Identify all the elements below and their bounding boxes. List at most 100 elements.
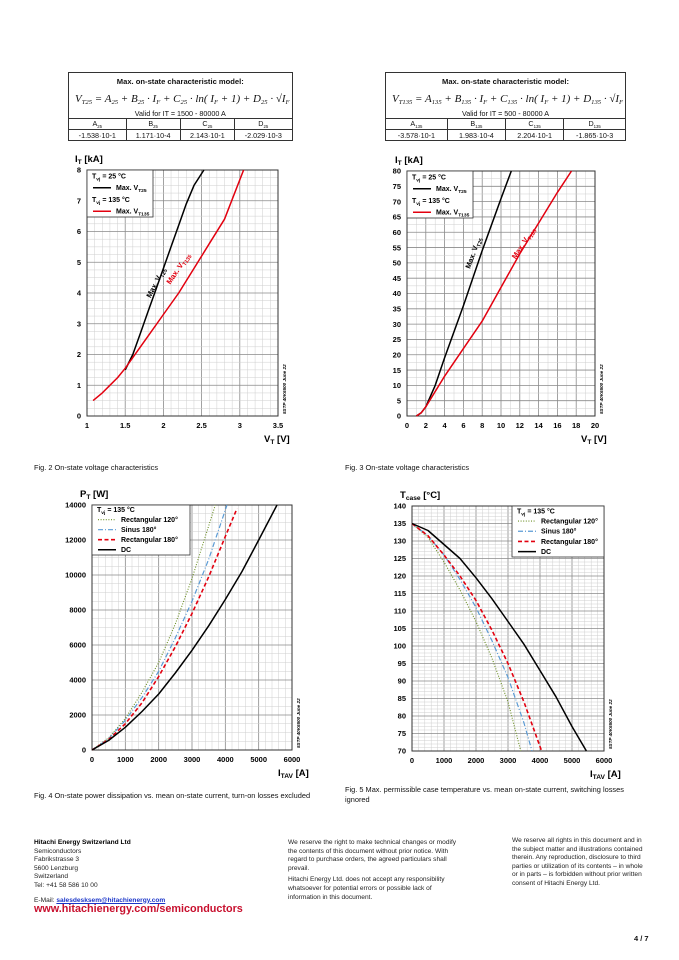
legend-label: Rectangular 180° bbox=[541, 538, 598, 546]
y-tick-label: 0 bbox=[77, 412, 81, 421]
table-header-row: A25 B25 C25 D25 bbox=[68, 118, 293, 130]
x-tick-label: 0 bbox=[90, 755, 94, 764]
y-tick-label: 2000 bbox=[69, 711, 86, 720]
x-tick-label: 2000 bbox=[468, 756, 485, 765]
y-tick-label: 6 bbox=[77, 227, 81, 236]
y-tick-label: 35 bbox=[393, 305, 401, 314]
caption-fig5: Fig. 5 Max. permissible case temperature… bbox=[345, 785, 624, 804]
y-tick-label: 140 bbox=[393, 502, 406, 511]
legend-label: Max. VT25 bbox=[116, 185, 147, 194]
y-tick-label: 1 bbox=[77, 381, 81, 390]
y-tick-label: 135 bbox=[393, 519, 406, 528]
y-tick-label: 5 bbox=[77, 258, 81, 267]
x-tick-label: 12 bbox=[516, 421, 524, 430]
y-tick-label: 6000 bbox=[69, 641, 86, 650]
plot-frame bbox=[86, 169, 279, 417]
legend-label: Max. VT135 bbox=[116, 209, 150, 218]
phone: Tel: +41 58 586 10 00 bbox=[34, 881, 98, 889]
legend-label: Rectangular 180° bbox=[121, 536, 178, 544]
y-tick-label: 50 bbox=[393, 259, 401, 268]
x-tick-label: 0 bbox=[405, 421, 409, 430]
table-row: -3.578·10-1 1.983·10-4 2.204·10-1 -1.865·10… bbox=[385, 129, 627, 141]
on-state-model-table-25: Max. on-state characteristic model: VT25… bbox=[68, 72, 293, 141]
legend-label: Sinus 180° bbox=[541, 528, 577, 536]
y-tick-label: 95 bbox=[398, 659, 406, 668]
y-tick-label: 8000 bbox=[69, 606, 86, 615]
x-tick-label: 8 bbox=[480, 421, 484, 430]
x-tick-label: 2 bbox=[424, 421, 428, 430]
y-axis-label: PT [W] bbox=[80, 489, 108, 501]
series-line-2 bbox=[91, 504, 228, 751]
x-tick-label: 18 bbox=[572, 421, 580, 430]
legend-heading: Tvj = 135 °C bbox=[412, 197, 450, 207]
y-tick-label: 7 bbox=[77, 196, 81, 205]
y-tick-label: 4000 bbox=[69, 676, 86, 685]
y-tick-label: 80 bbox=[393, 167, 401, 176]
x-tick-label: 3000 bbox=[500, 756, 517, 765]
curve-annotation: Max. VT135 bbox=[510, 226, 539, 262]
caption-fig3: Fig. 3 On-state voltage characteristics bbox=[345, 463, 470, 472]
table-title: Max. on-state characteristic model: bbox=[68, 72, 293, 89]
series-line-4 bbox=[411, 522, 588, 752]
y-tick-label: 45 bbox=[393, 274, 401, 283]
x-tick-label: 16 bbox=[553, 421, 561, 430]
x-tick-label: 1000 bbox=[117, 755, 134, 764]
y-tick-label: 65 bbox=[393, 213, 401, 222]
grid bbox=[411, 505, 605, 752]
y-tick-label: 75 bbox=[393, 182, 401, 191]
website-link[interactable]: www.hitachienergy.com/semiconductors bbox=[34, 903, 243, 916]
legend-label: Rectangular 120° bbox=[121, 516, 178, 524]
series-line-2 bbox=[411, 523, 533, 752]
y-tick-label: 20 bbox=[393, 350, 401, 359]
table-title: Max. on-state characteristic model: bbox=[384, 72, 627, 89]
y-axis-label: IT [kA] bbox=[395, 155, 423, 167]
y-tick-label: 2 bbox=[77, 350, 81, 359]
page-number: 4 / 7 bbox=[634, 934, 649, 943]
chart-code-label: 5STP 40K6500 June 22 bbox=[296, 698, 301, 748]
x-tick-label: 2 bbox=[161, 421, 165, 430]
y-tick-label: 125 bbox=[393, 554, 406, 563]
chart-3: 0 1000 2000 3000 4000 5000 6000 0 2000 4000 6000 80… bbox=[65, 489, 309, 780]
x-tick-label: 10 bbox=[497, 421, 505, 430]
y-tick-label: 130 bbox=[393, 537, 406, 546]
y-tick-label: 60 bbox=[393, 228, 401, 237]
series-line-1 bbox=[91, 504, 216, 751]
x-axis-label: VT [V] bbox=[264, 434, 290, 446]
y-tick-label: 80 bbox=[398, 712, 406, 721]
model-formula: VT135 = A135 + B135 · IF + C135 · ln( IF… bbox=[384, 89, 627, 109]
legend-label: Sinus 180° bbox=[121, 526, 157, 534]
legend-heading: Tvj = 135 °C bbox=[517, 507, 555, 517]
legend-heading: Tvj = 25 °C bbox=[92, 172, 126, 182]
chart-code-label: 5STP 40K6500 June 22 bbox=[608, 699, 613, 749]
chart-code-label: 5STP 40K6500 June 22 bbox=[282, 364, 287, 414]
y-tick-label: 100 bbox=[393, 642, 406, 651]
legend: Tvj = 25 °C Max. VT25 Tvj = 135 °C Max. VT1… bbox=[406, 170, 474, 219]
x-tick-label: 3000 bbox=[184, 755, 201, 764]
series-line-2 bbox=[92, 169, 245, 402]
legend-label: Max. VT25 bbox=[436, 186, 467, 195]
x-tick-label: 4 bbox=[443, 421, 448, 430]
legend-heading: Tvj = 25 °C bbox=[412, 173, 446, 183]
plot-frame bbox=[91, 504, 293, 751]
chart-4: 0 1000 2000 3000 4000 5000 6000 70 75 80 85 90 95 100… bbox=[393, 490, 620, 781]
x-tick-label: 6000 bbox=[596, 756, 613, 765]
series-line-1 bbox=[411, 523, 522, 752]
x-tick-label: 1 bbox=[85, 421, 89, 430]
legend-label: DC bbox=[541, 549, 551, 556]
x-tick-label: 20 bbox=[591, 421, 599, 430]
model-formula: VT25 = A25 + B25 · IF + C25 · ln( IF + 1… bbox=[68, 89, 293, 109]
series-line-4 bbox=[91, 504, 278, 751]
email-link[interactable]: salesdesksem@hitachienergy.com bbox=[56, 896, 166, 904]
on-state-model-table-135: Max. on-state characteristic model: VT13… bbox=[384, 72, 627, 141]
y-tick-label: 12000 bbox=[65, 536, 86, 545]
legend-box bbox=[511, 505, 605, 558]
x-axis-label: ITAV [A] bbox=[278, 768, 309, 780]
y-tick-label: 70 bbox=[393, 197, 401, 206]
y-tick-label: 90 bbox=[398, 677, 406, 686]
series-line-1 bbox=[124, 169, 205, 371]
x-tick-label: 2.5 bbox=[196, 421, 206, 430]
y-tick-label: 75 bbox=[398, 729, 406, 738]
series-line-3 bbox=[91, 508, 238, 751]
caption-fig2: Fig. 2 On-state voltage characteristics bbox=[34, 463, 159, 472]
